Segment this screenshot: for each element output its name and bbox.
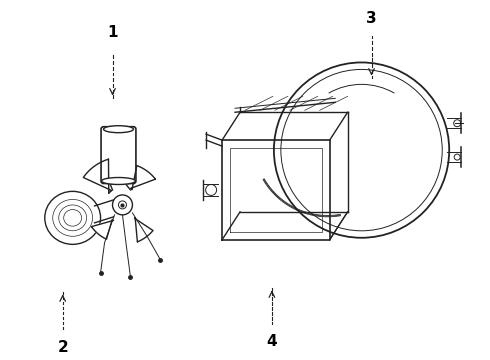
Text: 1: 1 [107, 25, 118, 40]
Text: 4: 4 [267, 334, 277, 349]
Circle shape [113, 195, 132, 215]
FancyBboxPatch shape [101, 127, 136, 184]
Polygon shape [134, 217, 153, 242]
Polygon shape [92, 220, 114, 239]
Text: 3: 3 [366, 11, 377, 26]
Ellipse shape [103, 126, 133, 133]
Polygon shape [83, 159, 112, 193]
Ellipse shape [45, 192, 100, 244]
Text: 2: 2 [57, 340, 68, 355]
Ellipse shape [101, 177, 135, 184]
Polygon shape [130, 166, 155, 190]
